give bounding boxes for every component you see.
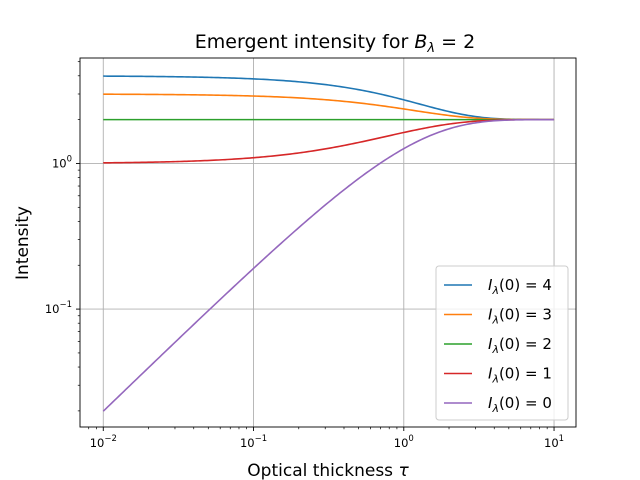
series-line-3 [103, 93, 555, 121]
x-tick-label: 101 [544, 434, 564, 450]
y-axis-label: Intensity [13, 206, 33, 280]
chart-title: Emergent intensity for Bλ = 2 [195, 31, 475, 56]
legend: Iλ(0) = 4 Iλ(0) = 3 Iλ(0) = 2 Iλ(0) = 1 Iλ(0… [435, 265, 569, 421]
legend-box [435, 265, 569, 421]
series-line-0 [102, 118, 555, 412]
x-tick-label: 10−2 [90, 434, 117, 450]
series-line-4 [103, 75, 555, 121]
x-axis-label: Optical thickness τ [247, 461, 409, 480]
series-lines [102, 75, 555, 412]
legend-entry-2: Iλ(0) = 2 [488, 335, 552, 356]
legend-entry-3: Iλ(0) = 3 [488, 306, 552, 327]
axis-ticks: 10−2 10−1 100 101 10−1 100 [45, 61, 564, 450]
plot-frame [79, 57, 577, 428]
x-tick-label: 100 [394, 434, 414, 450]
legend-entry-4: Iλ(0) = 4 [488, 276, 552, 297]
legend-entry-1: Iλ(0) = 1 [488, 365, 552, 386]
series-line-1 [103, 118, 555, 164]
x-tick-label: 10−1 [240, 434, 267, 450]
y-tick-label: 10−1 [45, 300, 72, 316]
y-tick-label: 100 [52, 154, 72, 170]
legend-entry-0: Iλ(0) = 0 [488, 394, 552, 415]
